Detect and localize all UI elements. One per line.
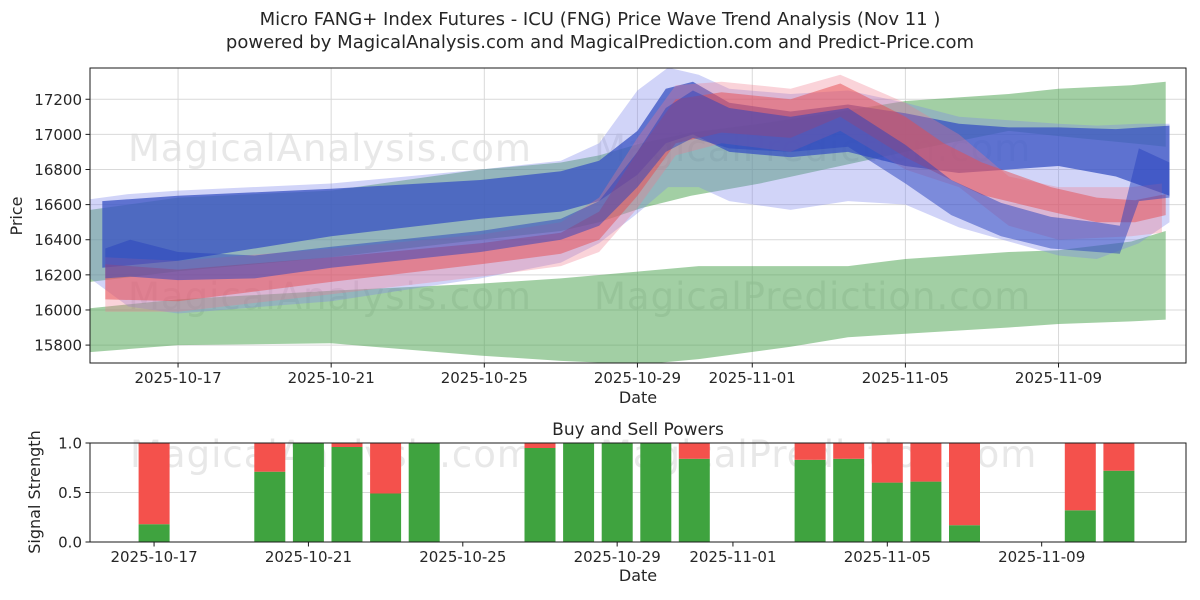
y-tick-label: 1.0 xyxy=(58,435,82,453)
buy-bar-segment xyxy=(1103,470,1135,542)
buy-bar-segment xyxy=(949,525,980,542)
sell-bar-segment xyxy=(949,443,980,526)
buy-bar-segment xyxy=(910,481,942,542)
signal-xaxis-label: Date xyxy=(619,566,657,585)
sell-bar-segment xyxy=(138,443,170,525)
buy-bar-segment xyxy=(563,443,595,542)
sell-bar-segment xyxy=(833,443,865,459)
buy-bar-segment xyxy=(370,493,402,542)
sell-bar-segment xyxy=(254,443,286,472)
inner-royal-wave xyxy=(105,90,1170,281)
buy-bar-segment xyxy=(794,459,826,542)
buy-bar-segment xyxy=(833,458,865,542)
y-tick-label: 0.5 xyxy=(58,484,82,502)
plot-border xyxy=(89,442,1187,543)
page-subtitle: powered by MagicalAnalysis.com and Magic… xyxy=(226,32,974,53)
lower-green-envelope xyxy=(90,231,1166,363)
x-tick-label: 2025-10-17 xyxy=(110,548,197,566)
tick-layer: 2025-10-17 2025-10-21 2025-10-25 2025-10-29… xyxy=(34,91,1102,566)
sell-bar-segment xyxy=(1064,443,1096,511)
x-tick-label: 2025-10-29 xyxy=(574,548,661,566)
x-tick-label: 2025-11-09 xyxy=(998,548,1085,566)
y-tick-label: 15800 xyxy=(34,337,82,355)
buy-bar-segment xyxy=(254,471,286,542)
buy-bar-segment xyxy=(331,447,363,542)
page-title: Micro FANG+ Index Futures - ICU (FNG) Pr… xyxy=(260,9,941,30)
buy-bar-segment xyxy=(601,443,633,542)
sell-bar-segment xyxy=(524,443,556,448)
sell-bar-segment xyxy=(794,443,826,460)
x-tick-label: 2025-10-25 xyxy=(419,548,506,566)
watermark-analysis: MagicalAnalysis.com xyxy=(130,433,534,476)
buy-bar-segment xyxy=(678,458,710,542)
buy-bar-segment xyxy=(640,443,672,542)
buy-bar-segment xyxy=(408,443,440,542)
buy-bar-segment xyxy=(138,524,170,542)
x-tick-label: 2025-10-21 xyxy=(265,548,352,566)
buy-bar-segment xyxy=(292,443,324,542)
red-wave-band xyxy=(105,83,1166,302)
x-tick-label: 2025-11-01 xyxy=(709,369,796,387)
x-tick-label: 2025-10-25 xyxy=(441,369,528,387)
price-wave-bands xyxy=(90,68,1170,363)
y-tick-label: 16400 xyxy=(34,231,82,249)
plot-border xyxy=(89,67,1187,364)
sell-bar-segment xyxy=(871,443,903,483)
x-tick-label: 2025-10-29 xyxy=(594,369,681,387)
signal-chart-title: Buy and Sell Powers xyxy=(552,420,724,440)
buy-bar-segment xyxy=(524,447,556,542)
price-axis-label: Price xyxy=(7,196,26,235)
axes-layer xyxy=(89,67,1187,543)
sell-bar-segment xyxy=(1103,443,1135,471)
signal-axis-label: Signal Strength xyxy=(25,430,44,553)
x-tick-label: 2025-10-21 xyxy=(288,369,375,387)
y-tick-label: 17200 xyxy=(34,91,82,109)
y-tick-label: 16600 xyxy=(34,196,82,214)
watermark-analysis: MagicalAnalysis.com xyxy=(128,127,532,170)
y-tick-label: 16200 xyxy=(34,266,82,284)
x-tick-label: 2025-11-05 xyxy=(844,548,931,566)
x-tick-label: 2025-11-05 xyxy=(862,369,949,387)
sell-bar-segment xyxy=(370,443,402,494)
buy-sell-bars xyxy=(138,443,1135,542)
y-tick-label: 0.0 xyxy=(58,534,82,552)
buy-bar-segment xyxy=(1064,510,1096,542)
sell-bar-segment xyxy=(331,443,363,447)
x-tick-label: 2025-11-01 xyxy=(689,548,776,566)
x-tick-label: 2025-10-17 xyxy=(134,369,221,387)
y-tick-label: 16000 xyxy=(34,301,82,319)
x-tick-label: 2025-11-09 xyxy=(1015,369,1102,387)
sell-bar-segment xyxy=(910,443,942,482)
buy-bar-segment xyxy=(871,482,903,542)
price-xaxis-label: Date xyxy=(619,388,657,407)
y-tick-label: 16800 xyxy=(34,161,82,179)
sell-bar-segment xyxy=(678,443,710,459)
y-tick-label: 17000 xyxy=(34,126,82,144)
